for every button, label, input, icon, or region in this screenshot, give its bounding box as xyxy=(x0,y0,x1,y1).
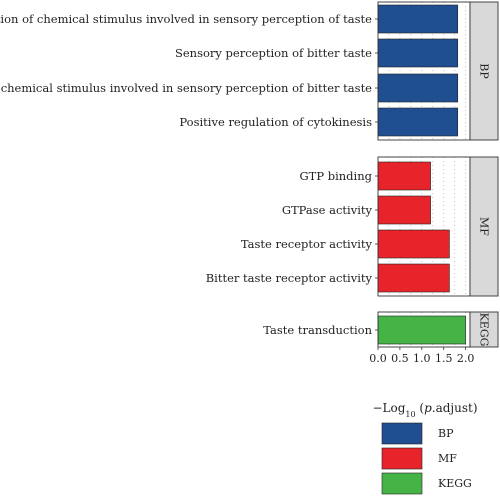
facet-strip-label: BP xyxy=(478,63,491,79)
legend-swatch xyxy=(381,422,423,445)
x-tick-label: 0.0 xyxy=(369,352,387,365)
chart-panels: Detection of chemical stimulus involved … xyxy=(0,1,499,348)
panel-kegg: Taste transduction KEGG xyxy=(263,311,499,348)
facet-strip xyxy=(469,156,499,297)
legend-label: KEGG xyxy=(438,477,472,490)
category-label: Positive regulation of cytokinesis xyxy=(179,115,372,129)
x-axis-title: −Log10 (p.adjust) xyxy=(372,401,477,419)
legend-item-bp: BP xyxy=(381,422,454,445)
facet-strip xyxy=(469,311,499,348)
bar xyxy=(377,4,459,34)
bar xyxy=(377,263,450,293)
x-axis: 0.0 0.5 1.0 1.5 2.0 xyxy=(369,347,474,365)
legend-item-kegg: KEGG xyxy=(381,472,472,495)
category-label: Taste transduction xyxy=(263,323,372,337)
legend-label: MF xyxy=(438,452,457,465)
x-tick-label: 1.5 xyxy=(435,352,453,365)
category-label: Detection of chemical stimulus involved … xyxy=(0,81,372,95)
legend: BP MF KEGG xyxy=(381,422,472,495)
bar xyxy=(377,38,459,68)
x-tick-label: 0.5 xyxy=(391,352,409,365)
bar xyxy=(377,107,459,137)
category-label: GTP binding xyxy=(299,169,372,183)
legend-swatch xyxy=(381,447,423,470)
panel-mf: GTP binding GTPase activity Taste receptor… xyxy=(206,156,499,297)
facet-strip-label: KEGG xyxy=(478,313,491,347)
category-label: GTPase activity xyxy=(282,203,373,217)
category-label: Detection of chemical stimulus involved … xyxy=(0,12,372,26)
bar xyxy=(377,229,450,259)
facet-strip-label: MF xyxy=(478,217,491,236)
legend-swatch xyxy=(381,472,423,495)
category-label: Taste receptor activity xyxy=(241,237,373,251)
x-tick-label: 2.0 xyxy=(457,352,475,365)
bar xyxy=(377,73,459,103)
panel-bp: Detection of chemical stimulus involved … xyxy=(0,1,499,141)
legend-label: BP xyxy=(438,427,454,440)
category-label: Bitter taste receptor activity xyxy=(206,271,373,285)
bar xyxy=(377,161,431,191)
bar xyxy=(377,195,431,225)
bar xyxy=(377,315,466,345)
category-label: Sensory perception of bitter taste xyxy=(175,46,372,60)
x-tick-label: 1.0 xyxy=(413,352,431,365)
legend-item-mf: MF xyxy=(381,447,457,470)
facet-strip xyxy=(469,1,499,141)
